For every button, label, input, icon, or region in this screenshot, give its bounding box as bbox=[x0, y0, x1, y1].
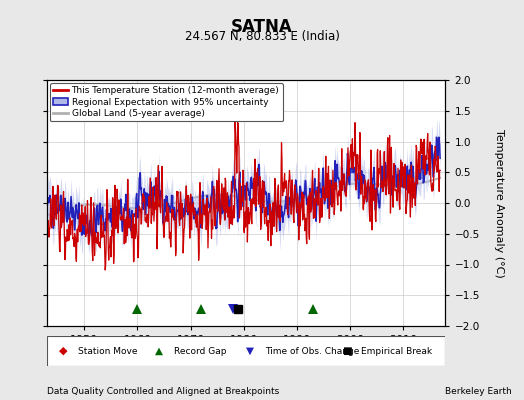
Y-axis label: Temperature Anomaly (°C): Temperature Anomaly (°C) bbox=[494, 129, 504, 277]
Text: 24.567 N, 80.833 E (India): 24.567 N, 80.833 E (India) bbox=[184, 30, 340, 43]
Text: ▼: ▼ bbox=[246, 346, 254, 356]
Text: SATNA: SATNA bbox=[231, 18, 293, 36]
Text: Berkeley Earth: Berkeley Earth bbox=[445, 387, 512, 396]
Text: Data Quality Controlled and Aligned at Breakpoints: Data Quality Controlled and Aligned at B… bbox=[47, 387, 279, 396]
Text: ■: ■ bbox=[342, 346, 352, 356]
Text: Time of Obs. Change: Time of Obs. Change bbox=[265, 346, 360, 356]
FancyBboxPatch shape bbox=[47, 336, 445, 366]
Text: Empirical Break: Empirical Break bbox=[361, 346, 432, 356]
Text: ◆: ◆ bbox=[59, 346, 68, 356]
Legend: This Temperature Station (12-month average), Regional Expectation with 95% uncer: This Temperature Station (12-month avera… bbox=[50, 83, 283, 122]
Text: ▲: ▲ bbox=[155, 346, 162, 356]
Text: Station Move: Station Move bbox=[78, 346, 138, 356]
Text: Record Gap: Record Gap bbox=[174, 346, 226, 356]
